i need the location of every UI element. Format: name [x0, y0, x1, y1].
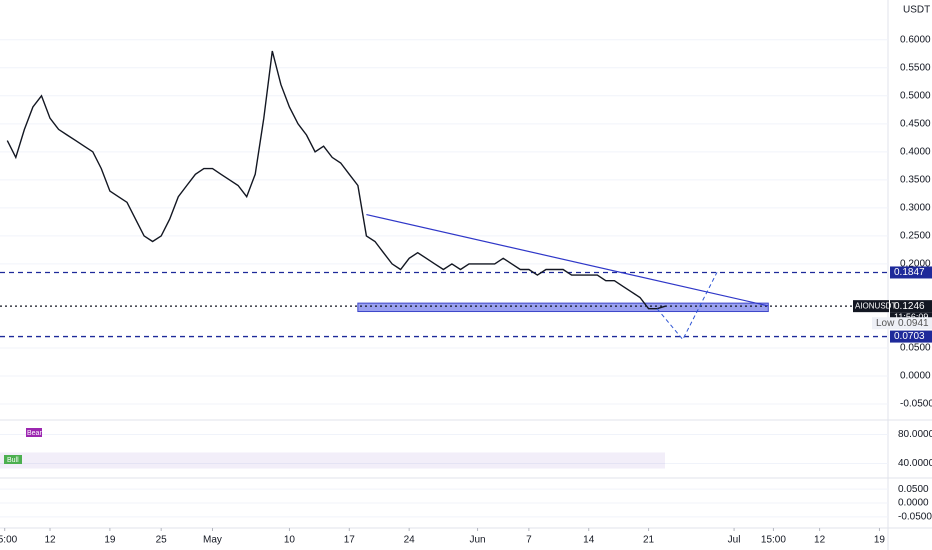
y-tick-label: 40.0000	[898, 458, 932, 469]
x-tick-label: May	[203, 535, 222, 546]
low-text: Low	[876, 318, 895, 329]
x-tick-label: 14	[583, 535, 595, 546]
symbol-label: AIONUSDT	[855, 301, 896, 310]
x-tick-label: 21	[643, 535, 655, 546]
x-tick-label: Jun	[469, 535, 485, 546]
y-tick-label: 0.6000	[900, 34, 931, 45]
countdown: 11:56:09	[894, 312, 928, 322]
tag-bg	[4, 455, 22, 464]
x-tick-label: 10	[284, 535, 296, 546]
tag-bg	[26, 428, 42, 437]
trendline	[366, 214, 769, 307]
rsi-tag: Bear	[27, 430, 42, 437]
y-tick-label: 0.2000	[900, 259, 931, 270]
x-tick-label: 24	[404, 535, 416, 546]
x-tick-label: 12	[814, 535, 826, 546]
y-tick-label: 0.0000	[900, 371, 931, 382]
y-tick-label: -0.0500	[900, 399, 932, 410]
price-line	[6, 50, 666, 310]
y-tick-label: 0.5500	[900, 62, 931, 73]
y-tick-label: 80.0000	[898, 429, 932, 440]
x-tick-label: 15:00	[0, 535, 18, 546]
x-tick-label: 12	[44, 535, 56, 546]
low-label: 0.0941	[898, 318, 929, 329]
y-tick-label: 0.0000	[898, 498, 929, 509]
x-tick-label: 7	[526, 535, 532, 546]
x-tick-label: Jul	[728, 535, 741, 546]
y-tick-label: -0.0500	[898, 512, 932, 523]
y-tick-label: 0.0500	[900, 343, 931, 354]
x-tick-label: 25	[156, 535, 168, 546]
rsi-tag: Bull	[7, 457, 19, 464]
y-tick-label: 0.4500	[900, 118, 931, 129]
y-tick-label: 0.2500	[900, 231, 931, 242]
y-tick-label: 0.3000	[900, 203, 931, 214]
level-label: 0.1246	[894, 301, 925, 312]
y-tick-label: 0.5000	[900, 90, 931, 101]
x-tick-label: 19	[104, 535, 116, 546]
y-tick-label: 0.3500	[900, 174, 931, 185]
x-tick-label: 19	[874, 535, 886, 546]
y-tick-label: 0.0500	[898, 484, 929, 495]
level-badge	[890, 300, 932, 313]
level-badge	[890, 266, 932, 279]
symbol-badge	[853, 300, 889, 313]
support-zone	[357, 302, 769, 313]
x-tick-label: 17	[344, 535, 356, 546]
low-badge	[872, 317, 932, 330]
rsi-band	[0, 452, 665, 469]
x-tick-label: 15:00	[761, 535, 786, 546]
level-label: 0.0703	[894, 331, 925, 342]
level-badge	[890, 330, 932, 343]
level-label: 0.1847	[894, 267, 925, 278]
y-tick-label: 0.4000	[900, 146, 931, 157]
currency: USDT	[903, 5, 930, 16]
